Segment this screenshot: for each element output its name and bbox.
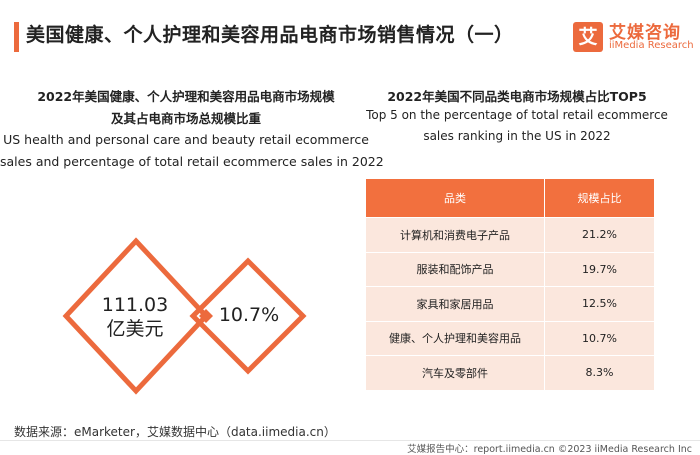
left-title-line1: 2022年美国健康、个人护理和美容用品电商市场规模 — [37, 89, 335, 104]
page-title: 美国健康、个人护理和美容用品电商市场销售情况（一） — [26, 24, 514, 46]
share-percent-value: 10.7% — [218, 304, 280, 326]
row-share: 21.2% — [544, 217, 654, 252]
row-share: 10.7% — [544, 320, 654, 356]
logo-name-cn: 艾媒咨询 — [609, 23, 681, 43]
brand-logo: 艾 艾媒咨询 iiMedia Research — [573, 18, 694, 58]
left-title-line2: 及其占电商市场总规模比重 — [110, 111, 261, 126]
row-share: 19.7% — [544, 251, 654, 287]
data-source: 数据来源：eMarketer，艾媒数据中心（data.iimedia.cn） — [14, 425, 336, 439]
right-title: 2022年美国不同品类电商市场规模占比TOP5 — [387, 89, 647, 104]
connector-diamond — [199, 309, 213, 323]
header-category: 品类 — [366, 179, 546, 218]
table-header-row: 品类 规模占比 — [366, 179, 654, 218]
header-share: 规模占比 — [544, 179, 654, 218]
left-subtitle-line2: sales and percentage of total retail eco… — [0, 154, 384, 169]
row-category: 家具和家居用品 — [366, 286, 546, 321]
right-subtitle-line1: Top 5 on the percentage of total retail … — [366, 108, 668, 122]
title-accent-bar — [14, 22, 19, 52]
row-category: 健康、个人护理和美容用品 — [366, 320, 546, 356]
category-share-table: 品类 规模占比 计算机和消费电子产品 21.2% 服装和配饰产品 19.7% 家… — [366, 179, 654, 390]
left-subtitle-line1: US health and personal care and beauty r… — [3, 132, 369, 147]
table-row: 计算机和消费电子产品 21.2% — [366, 217, 654, 252]
row-category: 服装和配饰产品 — [366, 251, 546, 287]
table-row: 汽车及零部件 8.3% — [366, 355, 654, 390]
right-subtitle-line2: sales ranking in the US in 2022 — [423, 129, 611, 143]
logo-mark: 艾 — [573, 22, 603, 52]
table-row: 健康、个人护理和美容用品 10.7% — [366, 320, 654, 356]
market-size-number: 111.03 — [101, 294, 169, 316]
row-share: 12.5% — [544, 286, 654, 321]
footer-text: 艾媒报告中心：report.iimedia.cn ©2023 iiMedia R… — [407, 444, 692, 455]
market-size-unit: 亿美元 — [106, 318, 164, 340]
footer-divider — [0, 440, 700, 441]
market-size-value: 111.03 亿美元 — [80, 293, 190, 341]
row-category: 汽车及零部件 — [366, 355, 546, 390]
table-row: 家具和家居用品 12.5% — [366, 286, 654, 321]
table-row: 服装和配饰产品 19.7% — [366, 251, 654, 287]
logo-name-en: iiMedia Research — [609, 40, 694, 51]
row-category: 计算机和消费电子产品 — [366, 217, 546, 252]
row-share: 8.3% — [544, 355, 654, 390]
